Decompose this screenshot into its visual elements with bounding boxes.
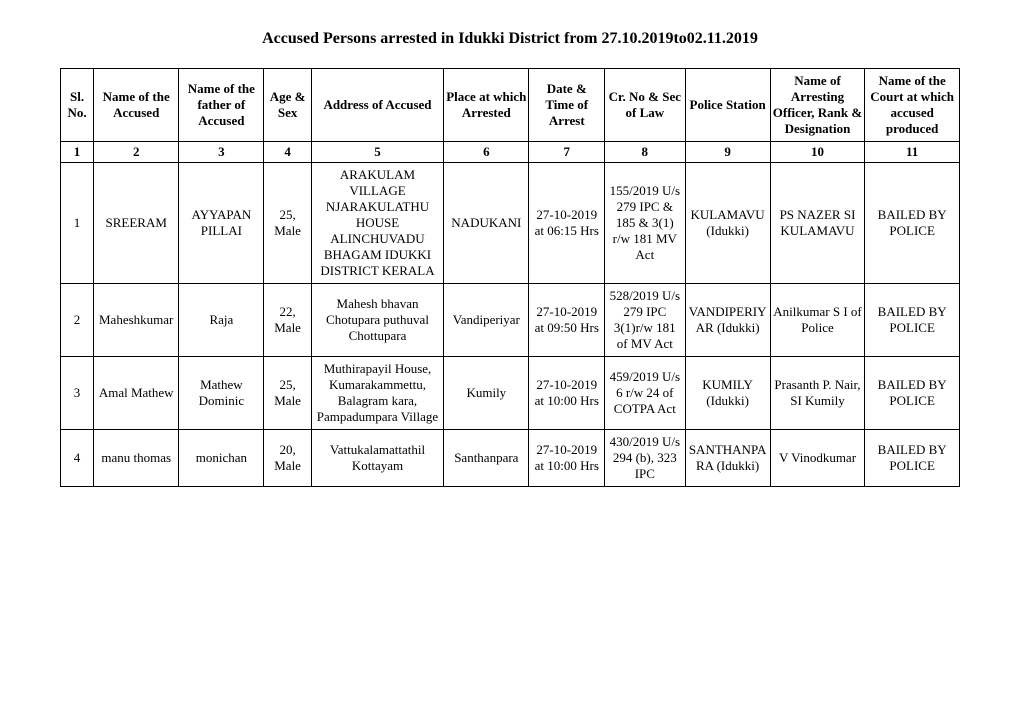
cell-c7: 27-10-2019 at 10:00 Hrs [529,357,605,430]
cell-c1: 4 [61,430,94,487]
cell-c4: 20, Male [264,430,311,487]
num-11: 11 [865,142,960,163]
cell-c11: BAILED BY POLICE [865,430,960,487]
header-name: Name of the Accused [94,69,179,142]
cell-c4: 22, Male [264,284,311,357]
table-row: 4manu thomasmonichan20, MaleVattukalamat… [61,430,960,487]
cell-c10: Anilkumar S I of Police [770,284,865,357]
cell-c3: monichan [179,430,264,487]
cell-c8: 155/2019 U/s 279 IPC & 185 & 3(1) r/w 18… [605,163,685,284]
header-court: Name of the Court at which accused produ… [865,69,960,142]
cell-c9: SANTHANPARA (Idukki) [685,430,770,487]
num-8: 8 [605,142,685,163]
cell-c3: Mathew Dominic [179,357,264,430]
cell-c3: AYYAPAN PILLAI [179,163,264,284]
num-5: 5 [311,142,443,163]
cell-c10: V Vinodkumar [770,430,865,487]
header-officer: Name of Arresting Officer, Rank & Design… [770,69,865,142]
header-slno: Sl. No. [61,69,94,142]
cell-c6: Santhanpara [444,430,529,487]
num-3: 3 [179,142,264,163]
cell-c4: 25, Male [264,357,311,430]
cell-c7: 27-10-2019 at 06:15 Hrs [529,163,605,284]
cell-c6: NADUKANI [444,163,529,284]
arrest-table: Sl. No. Name of the Accused Name of the … [60,68,960,487]
cell-c6: Kumily [444,357,529,430]
num-1: 1 [61,142,94,163]
cell-c3: Raja [179,284,264,357]
num-7: 7 [529,142,605,163]
table-row: 3Amal MathewMathew Dominic25, MaleMuthir… [61,357,960,430]
header-father: Name of the father of Accused [179,69,264,142]
header-station: Police Station [685,69,770,142]
cell-c9: VANDIPERIYAR (Idukki) [685,284,770,357]
cell-c8: 528/2019 U/s 279 IPC 3(1)r/w 181 of MV A… [605,284,685,357]
header-address: Address of Accused [311,69,443,142]
cell-c10: Prasanth P. Nair, SI Kumily [770,357,865,430]
num-9: 9 [685,142,770,163]
cell-c7: 27-10-2019 at 10:00 Hrs [529,430,605,487]
cell-c5: ARAKULAM VILLAGE NJARAKULATHU HOUSE ALIN… [311,163,443,284]
cell-c2: Amal Mathew [94,357,179,430]
cell-c11: BAILED BY POLICE [865,284,960,357]
cell-c7: 27-10-2019 at 09:50 Hrs [529,284,605,357]
table-row: 1SREERAMAYYAPAN PILLAI25, MaleARAKULAM V… [61,163,960,284]
cell-c5: Muthirapayil House, Kumarakammettu, Bala… [311,357,443,430]
header-crno: Cr. No & Sec of Law [605,69,685,142]
num-6: 6 [444,142,529,163]
cell-c2: SREERAM [94,163,179,284]
cell-c1: 3 [61,357,94,430]
cell-c8: 459/2019 U/s 6 r/w 24 of COTPA Act [605,357,685,430]
cell-c2: Maheshkumar [94,284,179,357]
cell-c11: BAILED BY POLICE [865,163,960,284]
num-4: 4 [264,142,311,163]
number-row: 1 2 3 4 5 6 7 8 9 10 11 [61,142,960,163]
cell-c1: 1 [61,163,94,284]
cell-c2: manu thomas [94,430,179,487]
table-row: 2MaheshkumarRaja22, MaleMahesh bhavan Ch… [61,284,960,357]
cell-c1: 2 [61,284,94,357]
header-datetime: Date & Time of Arrest [529,69,605,142]
cell-c9: KULAMAVU (Idukki) [685,163,770,284]
header-age: Age & Sex [264,69,311,142]
cell-c5: Mahesh bhavan Chotupara puthuval Chottup… [311,284,443,357]
cell-c6: Vandiperiyar [444,284,529,357]
cell-c9: KUMILY (Idukki) [685,357,770,430]
header-row: Sl. No. Name of the Accused Name of the … [61,69,960,142]
num-10: 10 [770,142,865,163]
cell-c8: 430/2019 U/s 294 (b), 323 IPC [605,430,685,487]
cell-c10: PS NAZER SI KULAMAVU [770,163,865,284]
cell-c5: Vattukalamattathil Kottayam [311,430,443,487]
page-title: Accused Persons arrested in Idukki Distr… [60,30,960,48]
header-place: Place at which Arrested [444,69,529,142]
num-2: 2 [94,142,179,163]
cell-c11: BAILED BY POLICE [865,357,960,430]
cell-c4: 25, Male [264,163,311,284]
